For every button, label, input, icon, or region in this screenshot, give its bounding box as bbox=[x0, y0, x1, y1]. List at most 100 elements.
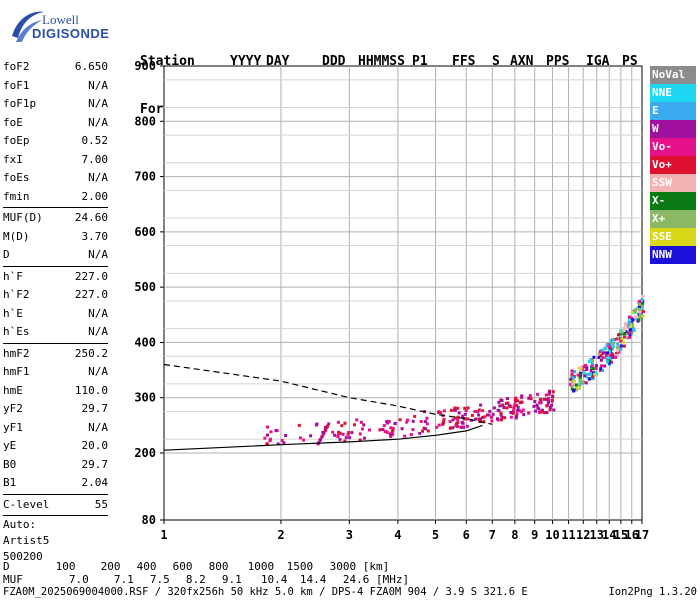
param-name: yF2 bbox=[3, 402, 23, 415]
param-value: 110.0 bbox=[74, 383, 108, 397]
echo-point bbox=[538, 411, 542, 414]
header-label-5: P1 bbox=[412, 54, 428, 69]
param-separator bbox=[3, 515, 108, 516]
param-value: N/A bbox=[88, 420, 108, 434]
echo-point bbox=[634, 317, 638, 321]
echo-point bbox=[591, 377, 595, 381]
echo-point bbox=[353, 423, 356, 427]
echo-point bbox=[590, 365, 594, 368]
echo-point bbox=[578, 375, 582, 379]
echo-point bbox=[550, 403, 554, 407]
param-row: B0 29.7 bbox=[0, 456, 112, 475]
echo-point bbox=[263, 436, 267, 440]
param-separator bbox=[3, 342, 108, 344]
distance-value: 600 bbox=[172, 560, 193, 573]
param-name: h`F2 bbox=[3, 288, 30, 301]
echo-point bbox=[464, 409, 468, 412]
echo-point bbox=[280, 438, 284, 442]
muf-value: 7.1 bbox=[113, 573, 134, 586]
echo-point bbox=[631, 318, 635, 322]
param-row: yF2 29.7 bbox=[0, 400, 112, 419]
echo-point bbox=[546, 400, 550, 404]
echo-point bbox=[591, 358, 595, 362]
footer-d-label: D bbox=[3, 560, 10, 573]
param-row: D N/A bbox=[0, 246, 112, 265]
param-value: 2.04 bbox=[81, 476, 109, 489]
echo-point bbox=[460, 420, 464, 424]
echo-point bbox=[578, 382, 582, 386]
echo-point bbox=[577, 366, 581, 370]
param-value: 2.00 bbox=[81, 189, 109, 203]
muf-value: 24.6 [MHz] bbox=[342, 573, 410, 586]
echo-point bbox=[475, 410, 479, 414]
param-value: 6.650 bbox=[74, 60, 108, 73]
echo-point bbox=[517, 408, 521, 412]
echo-point bbox=[368, 428, 371, 432]
echo-point bbox=[604, 354, 608, 358]
echo-point bbox=[419, 420, 423, 423]
legend-item-noval: NoVal bbox=[650, 66, 696, 84]
echo-point bbox=[490, 419, 494, 423]
header-label-9: PPS bbox=[546, 54, 570, 69]
echo-point bbox=[622, 326, 626, 330]
echo-point bbox=[587, 360, 591, 363]
echo-point bbox=[276, 442, 280, 446]
echo-point bbox=[520, 400, 524, 404]
param-row: h`F2 227.0 bbox=[0, 286, 112, 305]
echo-point bbox=[552, 408, 556, 412]
echo-point bbox=[599, 368, 603, 372]
echo-point bbox=[599, 367, 603, 371]
echo-point bbox=[344, 436, 348, 440]
echo-point bbox=[620, 337, 624, 341]
echo-point bbox=[578, 378, 582, 382]
echo-point bbox=[512, 405, 516, 409]
echo-point bbox=[593, 370, 597, 374]
echo-point bbox=[506, 401, 510, 405]
header-label-11: PS bbox=[622, 54, 638, 69]
echo-point bbox=[322, 431, 326, 435]
x-tick-label: 15 bbox=[614, 528, 628, 542]
x-tick-label: 2 bbox=[277, 528, 284, 542]
echo-point bbox=[610, 347, 614, 351]
echo-point bbox=[570, 372, 574, 376]
echo-point bbox=[266, 425, 269, 429]
echo-point bbox=[545, 411, 549, 414]
param-row: yF1 N/A bbox=[0, 419, 112, 438]
echo-point bbox=[500, 418, 503, 422]
echo-point bbox=[534, 409, 538, 413]
echo-point bbox=[503, 416, 507, 420]
echo-point bbox=[309, 434, 313, 438]
echo-point bbox=[320, 434, 324, 438]
echo-point bbox=[362, 436, 366, 440]
param-row: yE 20.0 bbox=[0, 437, 112, 456]
param-name: h`F bbox=[3, 269, 23, 283]
param-value: 250.2 bbox=[74, 346, 108, 360]
echo-point bbox=[623, 332, 627, 335]
param-row: MUF(D) 24.60 bbox=[0, 209, 112, 228]
x-tick-label: 16 bbox=[625, 528, 639, 542]
echo-point bbox=[338, 437, 342, 441]
echo-point bbox=[547, 397, 551, 400]
echo-point bbox=[630, 332, 634, 336]
echo-point bbox=[545, 404, 549, 408]
distance-value: 400 bbox=[136, 560, 157, 573]
echo-point bbox=[570, 387, 574, 391]
param-name: foE bbox=[3, 115, 23, 129]
echo-point bbox=[627, 331, 631, 335]
echo-point bbox=[591, 371, 595, 375]
echo-point bbox=[551, 390, 555, 394]
echo-point bbox=[599, 352, 603, 356]
echo-point bbox=[601, 351, 605, 355]
echo-point bbox=[403, 434, 407, 438]
header-label-0: Station bbox=[140, 54, 195, 69]
echo-point bbox=[627, 323, 631, 327]
echo-point bbox=[382, 424, 386, 428]
echo-point bbox=[616, 349, 620, 353]
param-value: 55 bbox=[94, 497, 108, 511]
echo-point bbox=[340, 424, 344, 428]
echo-point bbox=[536, 392, 540, 396]
param-row: C-level 55 bbox=[0, 496, 112, 515]
echo-point bbox=[435, 425, 439, 429]
echo-point bbox=[463, 412, 467, 416]
echo-point bbox=[638, 305, 641, 309]
